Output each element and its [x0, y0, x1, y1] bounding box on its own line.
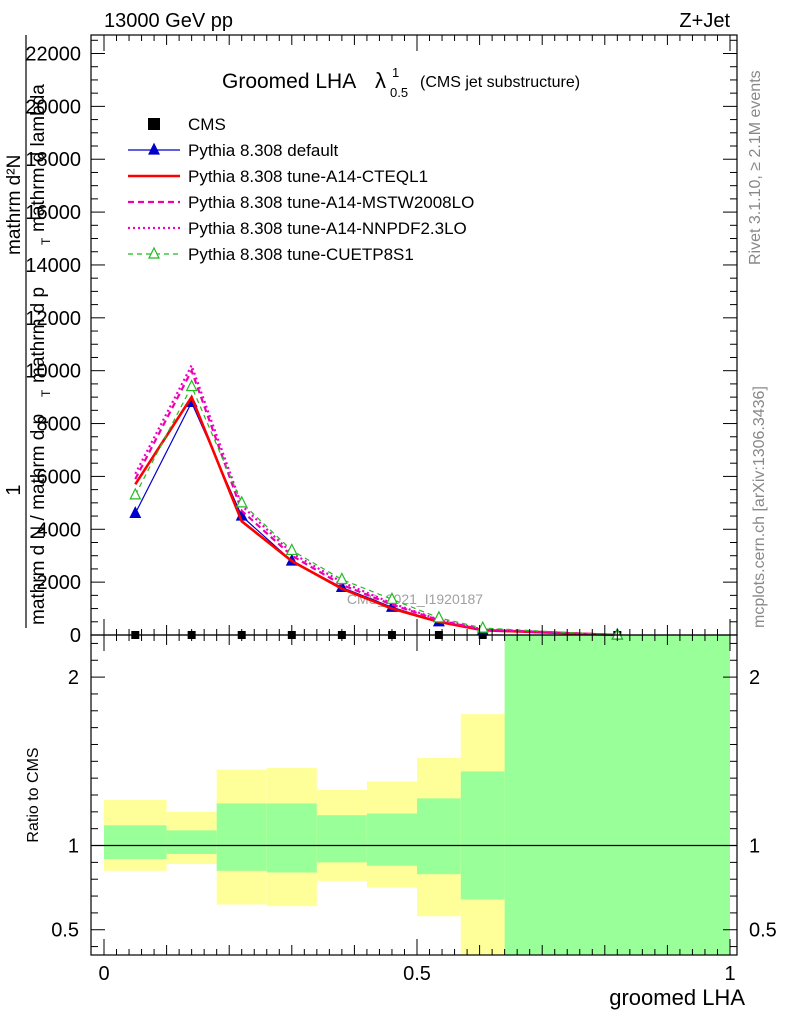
header-right: Z+Jet: [679, 10, 730, 32]
ratio-band-green-2: [216, 803, 267, 871]
main-ytick-label-5: 10000: [25, 361, 81, 383]
ratio-band-green-7: [460, 771, 505, 900]
main-ytick-label-7: 14000: [25, 255, 81, 277]
main-ytick-label-3: 6000: [37, 466, 82, 488]
series-marker-5-4: [335, 572, 348, 585]
main-ytick-label-9: 18000: [25, 149, 81, 171]
legend-entry-5: Pythia 8.308 tune-CUETP8S1: [128, 245, 414, 264]
series-line-3: [134, 367, 618, 637]
ratio-ytick-label-right-2: 2: [749, 667, 760, 689]
xtick-label-2: 1: [724, 963, 735, 985]
ratio-ytick-label-left-1: 1: [68, 836, 79, 858]
series-marker-5-6: [432, 610, 445, 623]
main-ytick-label-0: 0: [70, 625, 81, 647]
side-label-top: Rivet 3.1.10, ≥ 2.1M events: [747, 70, 764, 265]
ylabel-frac-den: mathrm d p: [28, 287, 49, 383]
legend-label-2: Pythia 8.308 tune-A14-CTEQL1: [188, 167, 428, 186]
ratio-band-green-4: [316, 815, 367, 863]
legend-entry-3: Pythia 8.308 tune-A14-MSTW2008LO: [128, 193, 474, 212]
legend-marker-1: [148, 142, 160, 155]
main-ytick-label-4: 8000: [37, 414, 82, 436]
series-marker-1-0: [129, 506, 142, 519]
title-main: Groomed LHA: [222, 70, 356, 93]
ratio-band-green-1: [166, 830, 217, 854]
legend-label-1: Pythia 8.308 default: [188, 141, 339, 160]
ylabel-num: 1: [3, 484, 25, 495]
series-marker-5-5: [385, 591, 398, 604]
legend-label-5: Pythia 8.308 tune-CUETP8S1: [188, 245, 414, 264]
main-ylabel: 1 mathrm d N / mathrm d p T mathrm d²N m…: [3, 35, 53, 628]
title-note: (CMS jet substructure): [420, 74, 580, 91]
main-ytick-label-10: 20000: [25, 96, 81, 118]
header-left: 13000 GeV pp: [104, 10, 233, 32]
axes: 0 2000 4000 6000 8000 10000 12000 14000 16000 180…: [25, 34, 777, 985]
ylabel-frac-den-tail: mathrm d lambda: [28, 84, 49, 232]
series-line-2: [134, 394, 618, 637]
main-ytick-label-2: 4000: [37, 519, 82, 541]
series-marker-5-2: [235, 495, 248, 508]
legend: CMS Pythia 8.308 default Pythia 8.308 tune…: [128, 115, 474, 264]
legend-entry-2: Pythia 8.308 tune-A14-CTEQL1: [128, 167, 428, 186]
main-series: [129, 362, 624, 640]
main-ytick-label-11: 22000: [25, 44, 81, 66]
ratio-bands: [91, 635, 737, 955]
title-sup: 1: [392, 65, 399, 80]
legend-entry-4: Pythia 8.308 tune-A14-NNPDF2.3LO: [128, 219, 467, 238]
ratio-band-green-5: [366, 813, 417, 866]
legend-label-3: Pythia 8.308 tune-A14-MSTW2008LO: [188, 193, 474, 212]
ratio-ylabel: Ratio to CMS: [25, 747, 42, 842]
series-marker-5-7: [476, 620, 489, 633]
series-marker-5-3: [285, 543, 298, 556]
xlabel: groomed LHA: [609, 985, 745, 1010]
chart-title: Groomed LHA λ 1 0.5 (CMS jet substructur…: [222, 65, 580, 100]
ratio-ytick-label-right-0: 0.5: [749, 920, 777, 942]
ratio-band-green-0: [104, 825, 167, 859]
ylabel-frac-num: mathrm d²N: [4, 155, 25, 255]
xtick-label-0: 0: [98, 963, 109, 985]
ratio-band-green-3: [266, 803, 317, 873]
legend-label-0: CMS: [188, 115, 226, 134]
main-ytick-label-1: 2000: [37, 572, 82, 594]
ylabel-den-sub: T: [39, 389, 53, 397]
ratio-ytick-label-left-0: 0.5: [51, 920, 79, 942]
legend-entry-0: CMS: [148, 115, 226, 134]
main-ytick-label-6: 12000: [25, 308, 81, 330]
legend-entry-1: Pythia 8.308 default: [128, 141, 339, 160]
title-lambda: λ: [375, 68, 386, 93]
series-marker-5-1: [185, 379, 198, 392]
ratio-band-green-6: [417, 798, 461, 875]
ratio-ytick-label-right-1: 1: [749, 836, 760, 858]
legend-marker-cms: [148, 118, 160, 130]
series-line-4: [134, 362, 618, 637]
series-marker-5-0: [129, 487, 142, 500]
ylabel-frac-den-sub: T: [39, 237, 53, 245]
legend-label-4: Pythia 8.308 tune-A14-NNPDF2.3LO: [188, 219, 467, 238]
side-label-bottom: mcplots.cern.ch [arXiv:1306.3436]: [751, 386, 768, 628]
xtick-label-1: 0.5: [403, 963, 431, 985]
title-sub: 0.5: [390, 85, 408, 100]
legend-marker-5: [148, 246, 160, 259]
ylabel-den: mathrm d N / mathrm d p: [28, 414, 49, 625]
main-ytick-label-8: 16000: [25, 202, 81, 224]
ratio-band-green-8: [504, 635, 730, 955]
series-line-5: [134, 385, 618, 636]
ratio-ytick-label-left-2: 2: [68, 667, 79, 689]
